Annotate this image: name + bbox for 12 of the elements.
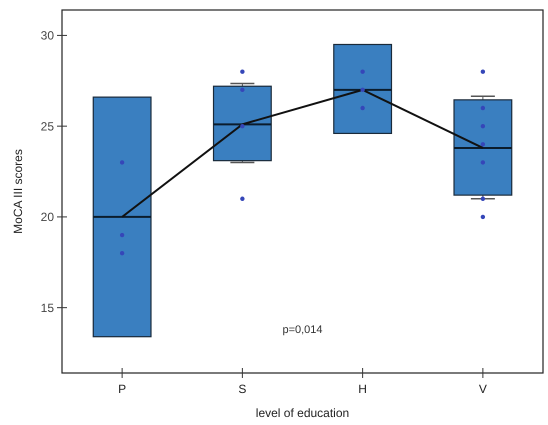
annotation: p=0,014 (282, 324, 323, 336)
y-tick-label: 30 (40, 28, 54, 43)
x-tick-label: S (238, 382, 246, 396)
y-axis-title: MoCA III scores (11, 149, 25, 234)
y-tick-label: 20 (40, 210, 54, 224)
x-axis-title: level of education (256, 406, 350, 420)
y-tick-label: 25 (40, 119, 54, 134)
y-tick-label: 15 (40, 300, 54, 315)
x-tick-label: H (358, 382, 367, 396)
x-tick-label: P (118, 382, 126, 396)
x-tick-label: V (478, 382, 487, 396)
line-series (121, 88, 484, 218)
